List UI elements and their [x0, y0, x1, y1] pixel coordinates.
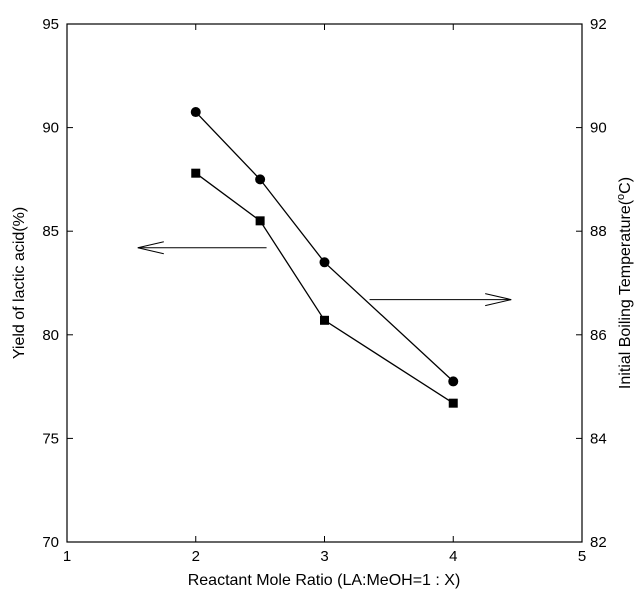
y-left-tick-label: 75	[42, 430, 59, 447]
series-layer	[190, 107, 459, 408]
x-tick-label: 2	[192, 548, 200, 565]
y-right-tick-label: 84	[590, 430, 607, 447]
square-point	[448, 398, 458, 408]
y-right-tick-label: 86	[590, 327, 607, 344]
y-left-tick-label: 70	[42, 534, 59, 551]
x-tick-label: 1	[63, 548, 71, 565]
plot-frame	[66, 23, 583, 543]
tick-labels: 1 2 3 4 5 70 75 80 85 90 95 82 84 86 88 90 92	[42, 16, 606, 565]
y-left-tick-label: 85	[42, 223, 59, 240]
circle-point	[190, 107, 201, 118]
square-point	[320, 315, 329, 325]
y-right-tick-label: 92	[590, 16, 607, 33]
circle-point	[319, 257, 330, 268]
ticks	[66, 23, 583, 543]
x-axis-title: Reactant Mole Ratio (LA:MeOH=1 : X)	[188, 572, 461, 589]
y-axis-right-title-post: C)	[617, 177, 634, 194]
y-right-tick-label: 90	[590, 120, 607, 137]
y-left-tick-label: 95	[42, 16, 59, 33]
series-circle-line	[195, 111, 454, 382]
y-right-tick-label: 88	[590, 223, 607, 240]
x-tick-label: 3	[320, 548, 328, 565]
annotation-layer	[137, 241, 512, 307]
circle-point	[448, 376, 459, 387]
circle-point	[255, 174, 266, 185]
x-tick-label: 5	[578, 548, 586, 565]
y-axis-right-title: Initial Boiling Temperature(oC)	[615, 177, 634, 389]
y-left-tick-label: 90	[42, 120, 59, 137]
y-axis-left-title: Yield of lactic acid(%)	[11, 207, 28, 359]
arrow-right-head	[485, 293, 512, 307]
y-axis-right-title-sup: o	[615, 194, 627, 200]
y-right-tick-label: 82	[590, 534, 607, 551]
series-square-line	[195, 172, 454, 404]
y-left-tick-label: 80	[42, 327, 59, 344]
square-point	[255, 216, 265, 226]
arrow-left-head	[137, 241, 164, 255]
y-axis-right-title-pre: Initial Boiling Temperature(	[617, 199, 634, 389]
square-point	[191, 168, 201, 178]
x-tick-label: 4	[449, 548, 457, 565]
